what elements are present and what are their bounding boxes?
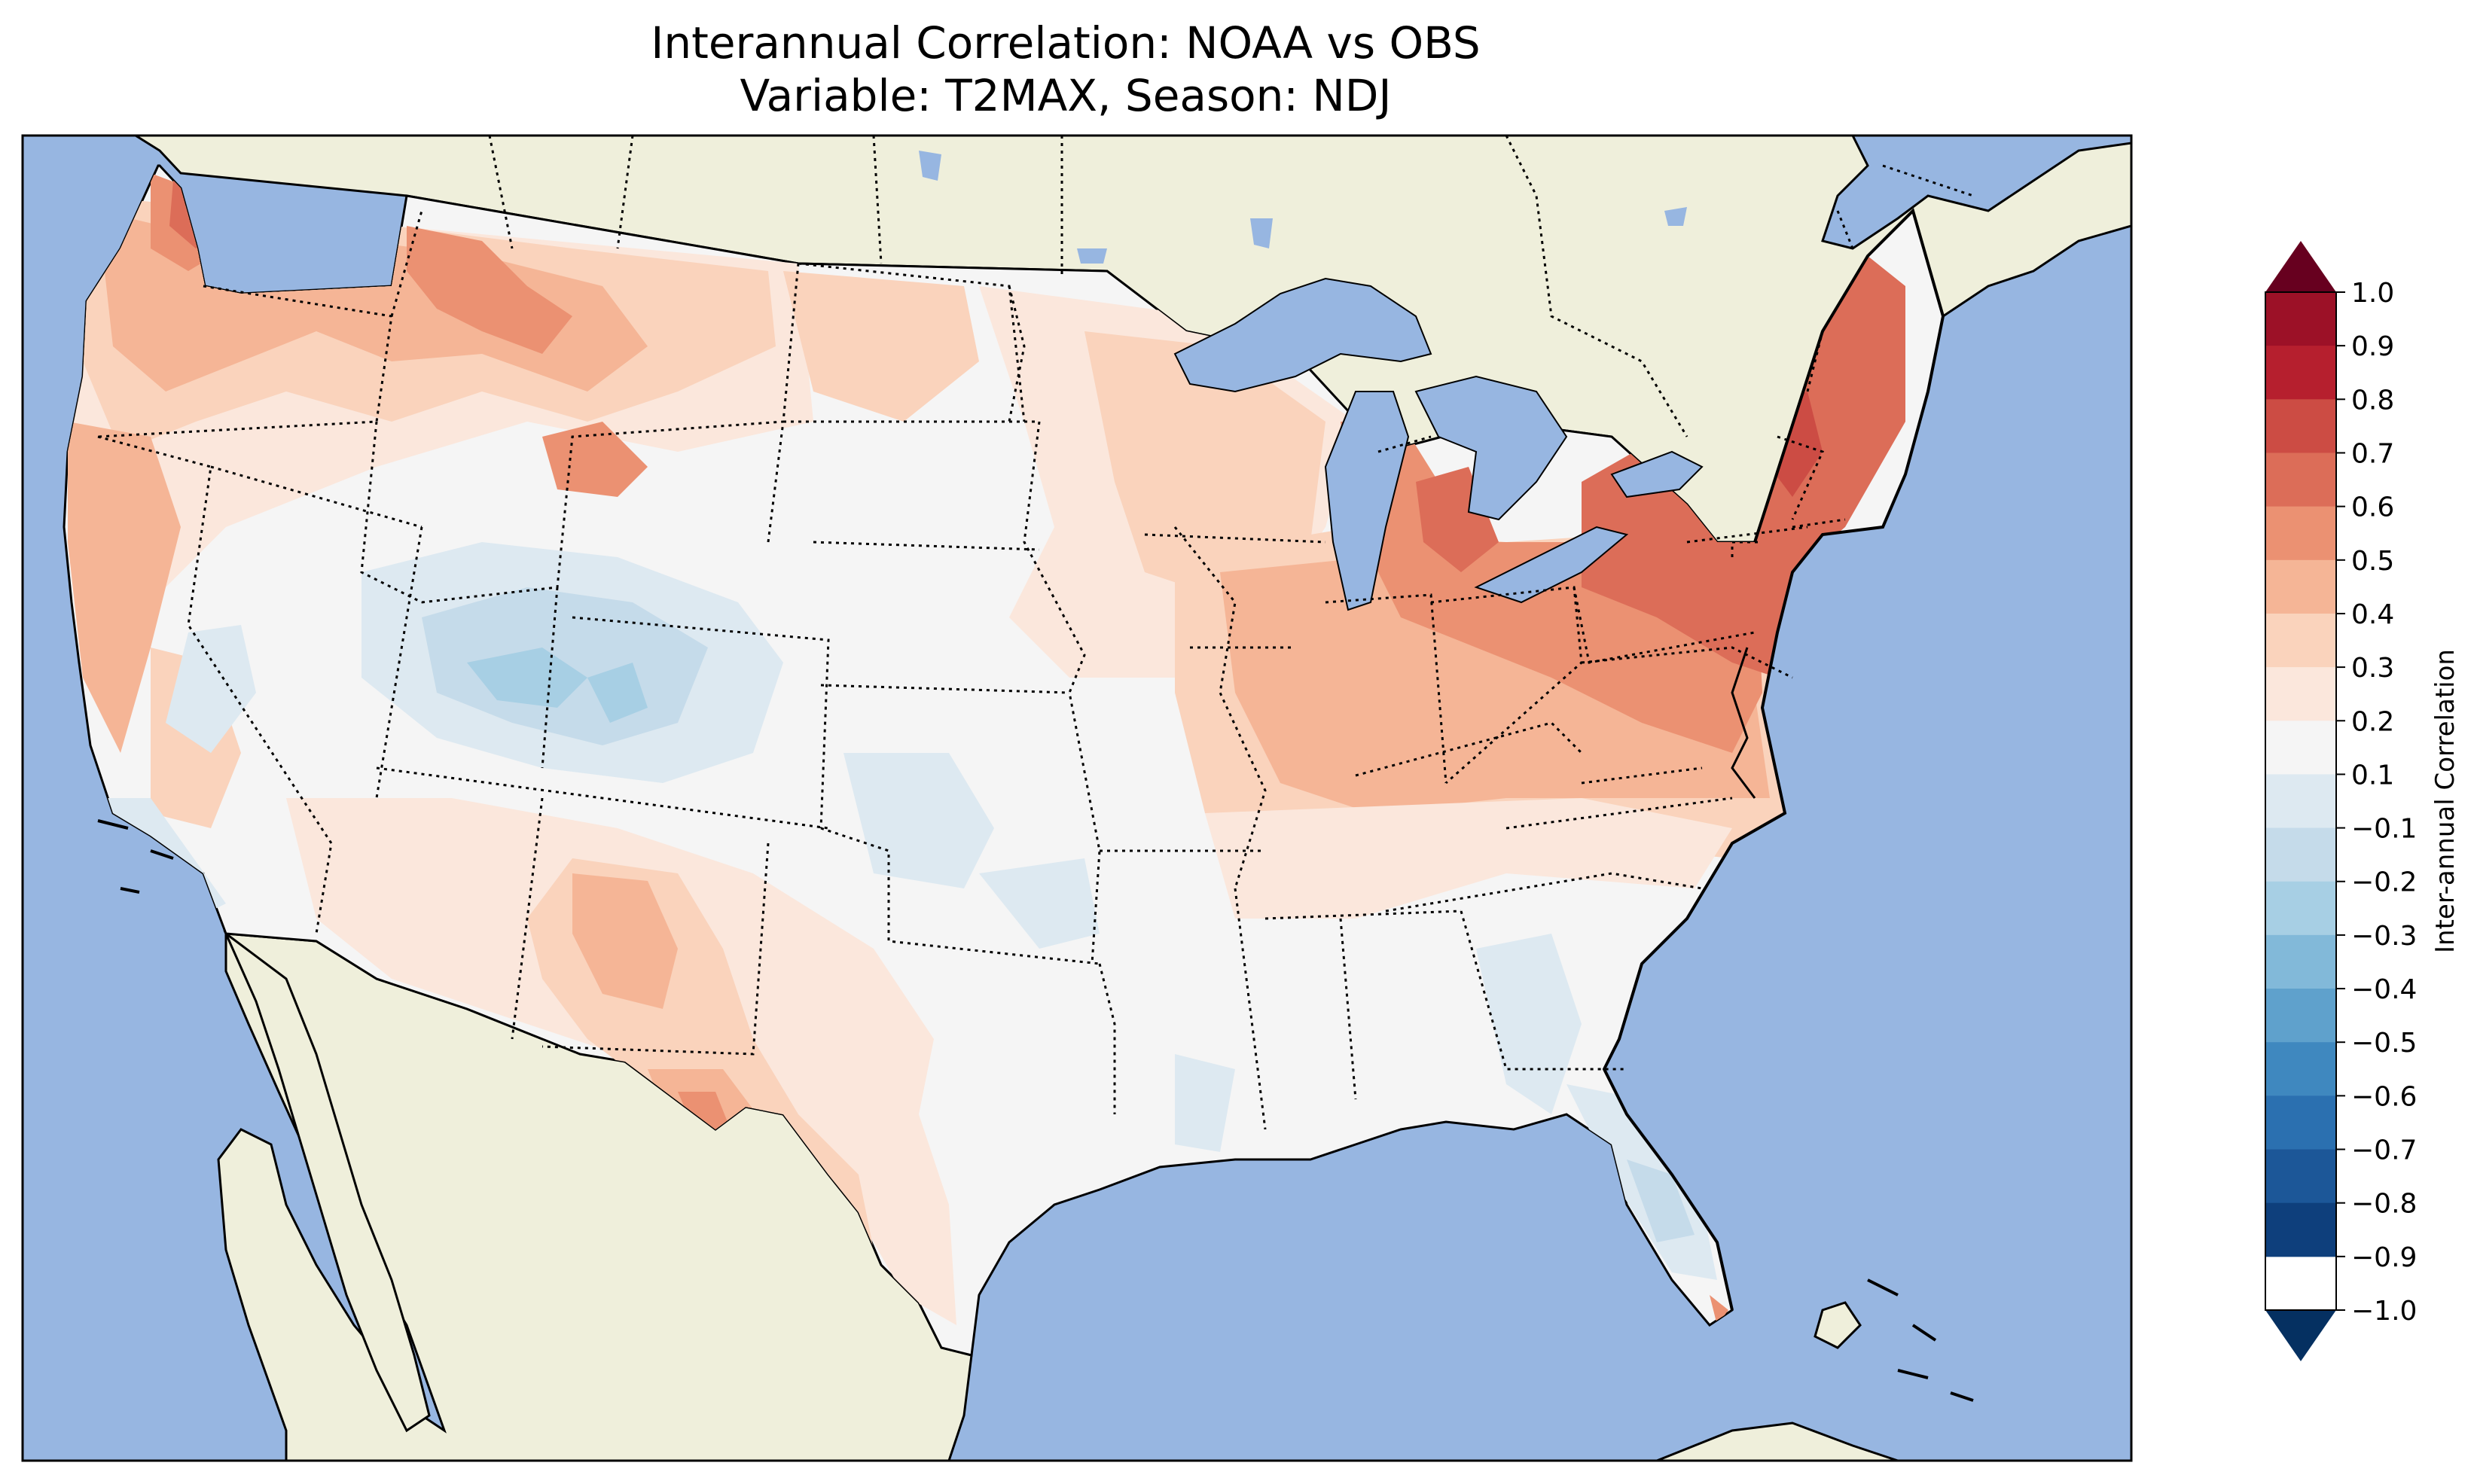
contour-region (1627, 1159, 1695, 1242)
lake-erie (1474, 526, 1629, 604)
contour-region (286, 798, 956, 1325)
lake-michigan (1324, 391, 1410, 611)
colorbar-tick-label: −1.0 (2351, 1296, 2417, 1327)
colorbar-tick-label: −0.9 (2351, 1242, 2417, 1273)
colorbar-tick-label: 0.5 (2351, 546, 2394, 577)
colorbar-bins (2265, 292, 2336, 1257)
colorbar-tick-label: 0.1 (2351, 760, 2394, 791)
colorbar-tick-label: 0.3 (2351, 653, 2394, 684)
contour-region (166, 625, 256, 753)
canada-lake (1077, 248, 1107, 264)
lake-ontario (1610, 450, 1704, 498)
bahamas-island (1867, 1278, 1974, 1402)
colorbar-extend-top (2265, 241, 2336, 292)
colorbar-ticks: 1.0 0.9 0.8 0.7 0.6 0.5 0.4 0.3 0.2 0.1 −0.1 −0.2 −0… (2336, 278, 2417, 1327)
colorbar-bin (2265, 1042, 2336, 1096)
contour-region (542, 422, 648, 497)
colorbar-bin (2265, 346, 2336, 400)
correlation-field (64, 173, 1905, 1325)
baja-california (223, 930, 431, 1433)
colorbar-tick-label: 0.9 (2351, 331, 2394, 362)
title-line-1: Interannual Correlation: NOAA vs OBS (651, 17, 1481, 69)
colorbar-bin (2265, 881, 2336, 936)
contour-region (1710, 1295, 1728, 1325)
colorbar-bin (2265, 989, 2336, 1043)
lake-superior (1173, 277, 1432, 393)
colorbar-bin (2265, 1202, 2336, 1257)
contour-region (843, 753, 994, 888)
colorbar-bin (2265, 721, 2336, 775)
canada-lake (1250, 218, 1273, 248)
colorbar-tick-label: 1.0 (2351, 278, 2394, 309)
colorbar-bin (2265, 453, 2336, 507)
colorbar-tick-label: −0.5 (2351, 1028, 2417, 1059)
colorbar-bin (2265, 292, 2336, 346)
map-frame (21, 134, 2133, 1462)
state-boundaries (97, 210, 1846, 1130)
colorbar-tick-label: 0.2 (2351, 706, 2394, 737)
colorbar-tick-label: 0.6 (2351, 492, 2394, 523)
province-boundaries (488, 136, 1974, 437)
chesapeake-bay (1731, 647, 1756, 799)
colorbar-tick-label: −0.3 (2351, 921, 2417, 952)
colorbar-bin (2265, 399, 2336, 453)
colorbar-extend-bottom (2265, 1310, 2336, 1361)
colorbar-bin (2265, 667, 2336, 721)
colorbar-bin (2265, 1095, 2336, 1150)
lake-huron (1414, 375, 1568, 521)
contour-region (407, 226, 572, 354)
contour-region (979, 858, 1100, 949)
contour-region (783, 271, 979, 422)
title-line-2: Variable: T2MAX, Season: NDJ (740, 70, 1392, 121)
channel-island (97, 819, 174, 894)
colorbar-tick-label: −0.2 (2351, 867, 2417, 898)
colorbar-tick-label: −0.1 (2351, 814, 2417, 845)
colorbar-bin (2265, 613, 2336, 668)
colorbar-tick-label: 0.8 (2351, 385, 2394, 416)
contour-region (467, 648, 587, 708)
contour-region (1175, 1054, 1235, 1152)
coastline (1602, 208, 1945, 1311)
colorbar-bin (2265, 934, 2336, 989)
colorbar-bin (2265, 774, 2336, 829)
colorbar-tick-label: 0.4 (2351, 599, 2394, 630)
contour-region (572, 873, 678, 1009)
colorbar-bin (2265, 1149, 2336, 1204)
contour-region (1205, 798, 1732, 919)
canada-lake (919, 151, 941, 181)
colorbar-frame (2265, 291, 2337, 1311)
contour-region (68, 422, 181, 753)
contour-region (587, 663, 648, 723)
colorbar-bin (2265, 559, 2336, 614)
colorbar-bin (2265, 506, 2336, 561)
cuba-island (1656, 1422, 1899, 1461)
colorbar-bin (2265, 827, 2336, 882)
chart-title: Interannual Correlation: NOAA vs OBS Var… (0, 17, 2131, 122)
colorbar-label: Inter-annual Correlation (2430, 649, 2460, 953)
bahamas-island (1814, 1301, 1862, 1349)
colorbar-tick-label: −0.6 (2351, 1081, 2417, 1112)
colorbar-tick-label: −0.8 (2351, 1189, 2417, 1220)
colorbar-tick-label: −0.4 (2351, 974, 2417, 1005)
colorbar-tick-label: 0.7 (2351, 438, 2394, 469)
canada-lake (1664, 207, 1687, 226)
colorbar-tick-label: −0.7 (2351, 1135, 2417, 1166)
